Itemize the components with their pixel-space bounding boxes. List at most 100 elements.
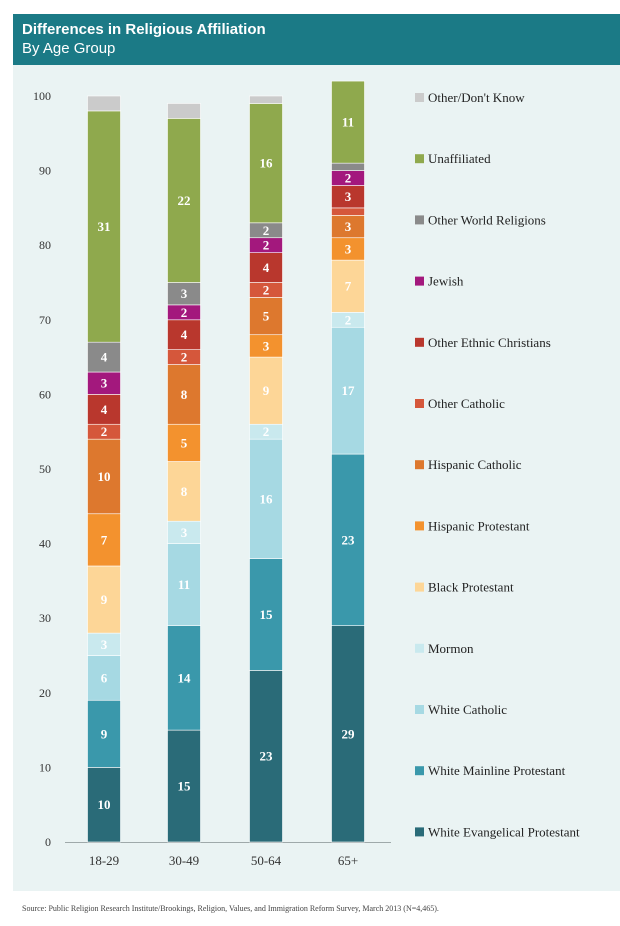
data-label: 6 xyxy=(101,670,108,685)
bar-segment xyxy=(249,95,283,104)
bar-segment xyxy=(249,356,283,425)
legend-label: Hispanic Catholic xyxy=(428,457,522,472)
bar-segment xyxy=(167,543,201,626)
bar-segment xyxy=(249,252,283,283)
bar-segment xyxy=(87,95,121,112)
data-label: 3 xyxy=(181,525,188,540)
data-label: 8 xyxy=(181,484,188,499)
legend-label: White Evangelical Protestant xyxy=(428,824,580,839)
bar-segment xyxy=(249,103,283,224)
bar-segment xyxy=(249,297,283,336)
data-label: 5 xyxy=(263,309,270,324)
bar-segment xyxy=(167,625,201,731)
bar-segment xyxy=(249,558,283,671)
data-label: 4 xyxy=(101,402,108,417)
data-label: 2 xyxy=(263,282,270,297)
data-label: 15 xyxy=(178,779,192,794)
legend-label: Other Ethnic Christians xyxy=(428,335,551,350)
data-label: 3 xyxy=(345,219,352,234)
bar-segment xyxy=(331,162,365,171)
data-label: 7 xyxy=(101,532,108,547)
data-label: 17 xyxy=(342,383,356,398)
y-tick-label: 30 xyxy=(39,611,51,625)
data-label: 2 xyxy=(345,171,352,186)
legend-swatch xyxy=(415,215,424,225)
bar-segment xyxy=(331,326,365,455)
data-label: 2 xyxy=(101,424,108,439)
data-label: 2 xyxy=(181,305,188,320)
legend-swatch xyxy=(415,582,424,592)
data-label: 4 xyxy=(101,350,108,365)
bar-segment xyxy=(167,461,201,522)
data-label: 9 xyxy=(101,592,108,607)
legend-swatch xyxy=(415,460,424,470)
source-note: Source: Public Religion Research Institu… xyxy=(22,904,439,913)
legend-swatch xyxy=(415,766,424,776)
bar-segment xyxy=(331,625,365,843)
data-label: 15 xyxy=(260,607,274,622)
legend-label: White Mainline Protestant xyxy=(428,763,566,778)
data-label: 4 xyxy=(181,327,188,342)
data-label: 31 xyxy=(98,219,111,234)
data-label: 9 xyxy=(263,383,270,398)
chart-title: Differences in Religious Affiliation xyxy=(22,21,266,38)
y-tick-label: 90 xyxy=(39,164,51,178)
x-tick-label: 30-49 xyxy=(169,853,199,868)
bar-segment xyxy=(167,319,201,350)
data-label: 7 xyxy=(345,279,352,294)
bar-segment xyxy=(167,423,201,462)
legend-swatch xyxy=(415,521,424,531)
y-tick-label: 20 xyxy=(39,686,51,700)
legend-swatch xyxy=(415,399,424,408)
data-label: 3 xyxy=(101,637,108,652)
bar-segment xyxy=(331,453,365,626)
legend-label: Hispanic Protestant xyxy=(428,518,530,533)
legend-label: White Catholic xyxy=(428,702,507,717)
data-label: 3 xyxy=(345,241,352,256)
data-label: 23 xyxy=(260,749,274,764)
bar-segment xyxy=(331,80,365,164)
bar-segment xyxy=(87,699,121,768)
bar-segment xyxy=(331,207,365,216)
data-label: 11 xyxy=(178,577,190,592)
data-label: 16 xyxy=(260,491,274,506)
data-label: 22 xyxy=(178,193,191,208)
y-tick-label: 70 xyxy=(39,313,51,327)
data-label: 9 xyxy=(101,726,108,741)
data-label: 10 xyxy=(98,469,111,484)
bar-segment xyxy=(87,438,121,515)
data-label: 3 xyxy=(263,338,270,353)
data-label: 3 xyxy=(345,189,352,204)
data-label: 2 xyxy=(263,238,270,253)
chart-panel: 0 10 20 30 40 50 60 70 80 90 100 10 9 6 3 9 7 10 2 4 3 4 31 18-… xyxy=(13,65,620,891)
legend-swatch xyxy=(415,643,424,653)
data-label: 4 xyxy=(263,260,270,275)
x-tick-label: 18-29 xyxy=(89,853,119,868)
data-label: 10 xyxy=(98,797,111,812)
legend-label: Black Protestant xyxy=(428,580,514,595)
data-label: 2 xyxy=(345,312,352,327)
legend-swatch xyxy=(415,93,424,102)
chart-subtitle: By Age Group xyxy=(22,40,116,57)
stacked-bar-chart: 0 10 20 30 40 50 60 70 80 90 100 10 9 6 3 9 7 10 2 4 3 4 31 18-… xyxy=(33,80,580,868)
x-tick-label: 50-64 xyxy=(251,853,282,868)
bar-segment xyxy=(87,394,121,425)
legend-swatch xyxy=(415,827,424,837)
bar-segment xyxy=(249,438,283,559)
data-label: 16 xyxy=(260,156,274,171)
bar-segment xyxy=(87,767,121,843)
x-tick-label: 65+ xyxy=(338,853,358,868)
legend-label: Other Catholic xyxy=(428,396,505,411)
data-label: 29 xyxy=(342,726,356,741)
chart-header: Differences in Religious Affiliation By … xyxy=(13,14,620,65)
y-tick-label: 100 xyxy=(33,89,51,103)
legend-label: Other/Don't Know xyxy=(428,90,525,105)
bar-segment xyxy=(87,565,121,634)
y-tick-label: 60 xyxy=(39,387,51,401)
legend-label: Other World Religions xyxy=(428,212,546,227)
data-label: 23 xyxy=(342,532,356,547)
y-tick-label: 50 xyxy=(39,462,51,476)
bar-segment xyxy=(87,513,121,567)
bar-segment xyxy=(87,110,121,343)
legend-swatch xyxy=(415,154,424,164)
